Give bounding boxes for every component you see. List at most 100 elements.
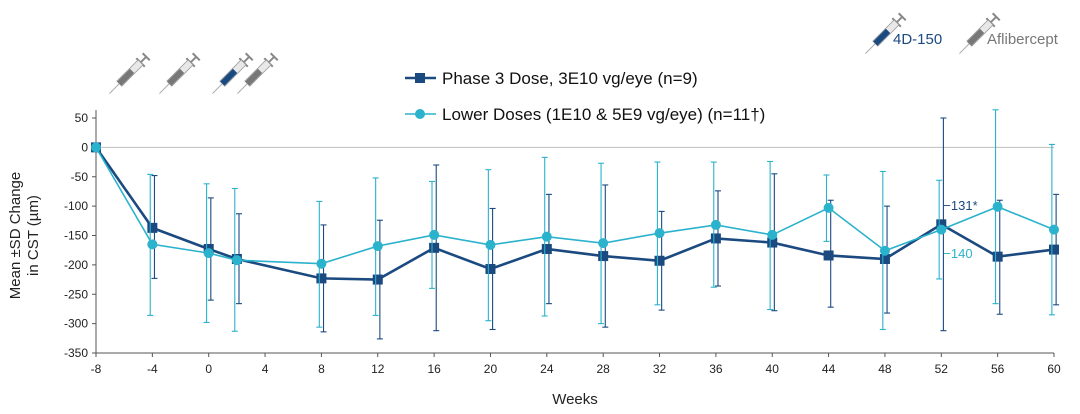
series-line: [95, 146, 1055, 265]
y-axis-title-line: in CST (µm): [25, 195, 42, 276]
syringe-plunger: [895, 16, 903, 24]
syringe-plunger: [989, 16, 997, 24]
data-point: [710, 219, 721, 230]
data-point: [598, 238, 609, 249]
x-tick-label: 48: [878, 362, 892, 376]
y-tick-label: 50: [75, 111, 89, 125]
syringe-needle: [109, 83, 120, 94]
y-tick-label: -350: [64, 346, 88, 360]
x-tick-label: 40: [766, 362, 780, 376]
data-point: [147, 222, 158, 233]
legend-label: Lower Doses (1E10 & 5E9 vg/eye) (n=11†): [442, 105, 765, 124]
key-label: Aflibercept: [987, 31, 1059, 48]
data-point: [231, 255, 242, 266]
y-tick-label: -50: [71, 170, 89, 184]
end-value-annotation: −140: [943, 246, 972, 261]
data-point: [767, 229, 778, 240]
data-point: [710, 233, 721, 244]
syringe-gray-icon: [959, 12, 1001, 54]
syringe-plunger-handle: [991, 12, 1001, 22]
data-point: [936, 224, 947, 235]
x-tick-label: 4: [262, 362, 269, 376]
end-annotations: −131*−140−140−174: [943, 198, 977, 261]
data-point: [767, 237, 778, 248]
y-axis-title: Mean ±SD Changein CST (µm): [7, 172, 42, 299]
syringe-plunger-handle: [141, 52, 151, 62]
key-item-4d-150: 4D-150: [865, 12, 942, 54]
x-tick-label: 36: [709, 362, 723, 376]
x-tick-label: 12: [371, 362, 385, 376]
data-point: [654, 255, 665, 266]
syringe-icons: [109, 52, 279, 94]
data-point: [147, 239, 158, 250]
x-tick-label: 16: [427, 362, 441, 376]
x-tick-label: 32: [653, 362, 667, 376]
data-point: [203, 248, 214, 259]
data-point: [823, 202, 834, 213]
y-tick-label: -250: [64, 287, 88, 301]
syringe-blue-icon: [865, 12, 907, 54]
x-tick-label: 20: [484, 362, 498, 376]
syringe-blue-icon: [212, 52, 254, 94]
syringe-needle: [959, 43, 970, 54]
x-tick-label: 24: [540, 362, 554, 376]
syringe-needle: [237, 83, 248, 94]
data-point: [485, 263, 496, 274]
syringe-gray-icon: [159, 52, 201, 94]
data-point: [91, 142, 101, 153]
syringe-plunger: [139, 56, 147, 64]
data-point: [879, 245, 890, 256]
series-lower-doses: [91, 109, 1059, 332]
axes: 500-50-100-150-200-250-300-350-8 -4 0 4 8 12 1…: [64, 110, 1061, 376]
x-tick-label: -8: [91, 362, 102, 376]
x-tick-label: -4: [147, 362, 158, 376]
data-point: [429, 242, 440, 253]
key-item-aflibercept: Aflibercept: [959, 12, 1059, 54]
syringe-plunger: [189, 56, 197, 64]
syringe-plunger: [242, 56, 250, 64]
data-point: [1049, 244, 1059, 255]
legend-swatch-marker: [415, 73, 425, 83]
syringe-fluid: [117, 68, 135, 86]
y-tick-label: -200: [64, 258, 88, 272]
syringe-plunger-handle: [244, 52, 254, 62]
legend-item-lower-doses: Lower Doses (1E10 & 5E9 vg/eye) (n=11†): [405, 105, 765, 124]
x-axis-title: Weeks: [552, 391, 598, 408]
data-point: [598, 251, 609, 262]
legend: Phase 3 Dose, 3E10 vg/eye (n=9) Lower Dos…: [405, 69, 765, 124]
y-tick-label: -100: [64, 199, 88, 213]
x-tick-label: 44: [822, 362, 836, 376]
end-value-annotation: −131*: [943, 198, 977, 213]
data-point: [654, 228, 665, 239]
syringe-gray-icon: [109, 52, 151, 94]
syringe-fluid: [967, 28, 985, 46]
syringe-fluid: [873, 28, 891, 46]
dose-icon-key: 4D-150 Aflibercept: [865, 12, 1059, 54]
syringe-plunger: [267, 56, 275, 64]
data-point: [429, 229, 440, 240]
y-tick-label: -300: [64, 317, 88, 331]
data-point: [992, 251, 1003, 262]
x-tick-label: 56: [991, 362, 1005, 376]
y-axis-title-line: Mean ±SD Change: [7, 172, 24, 299]
data-series: [91, 109, 1060, 340]
key-label: 4D-150: [893, 31, 942, 48]
data-point: [372, 274, 383, 285]
data-point: [541, 231, 552, 242]
data-point: [316, 273, 327, 284]
legend-swatch-marker: [415, 109, 425, 119]
syringe-fluid: [220, 68, 238, 86]
data-point: [372, 241, 383, 252]
data-point: [316, 258, 327, 269]
syringe-plunger-handle: [269, 52, 279, 62]
data-point: [1049, 224, 1059, 235]
syringe-needle: [159, 83, 170, 94]
syringe-needle: [212, 83, 223, 94]
data-point: [823, 250, 834, 261]
x-tick-label: 52: [935, 362, 949, 376]
y-tick-label: -150: [64, 229, 88, 243]
x-tick-label: 28: [596, 362, 610, 376]
syringe-plunger-handle: [897, 12, 907, 22]
data-point: [936, 219, 947, 230]
